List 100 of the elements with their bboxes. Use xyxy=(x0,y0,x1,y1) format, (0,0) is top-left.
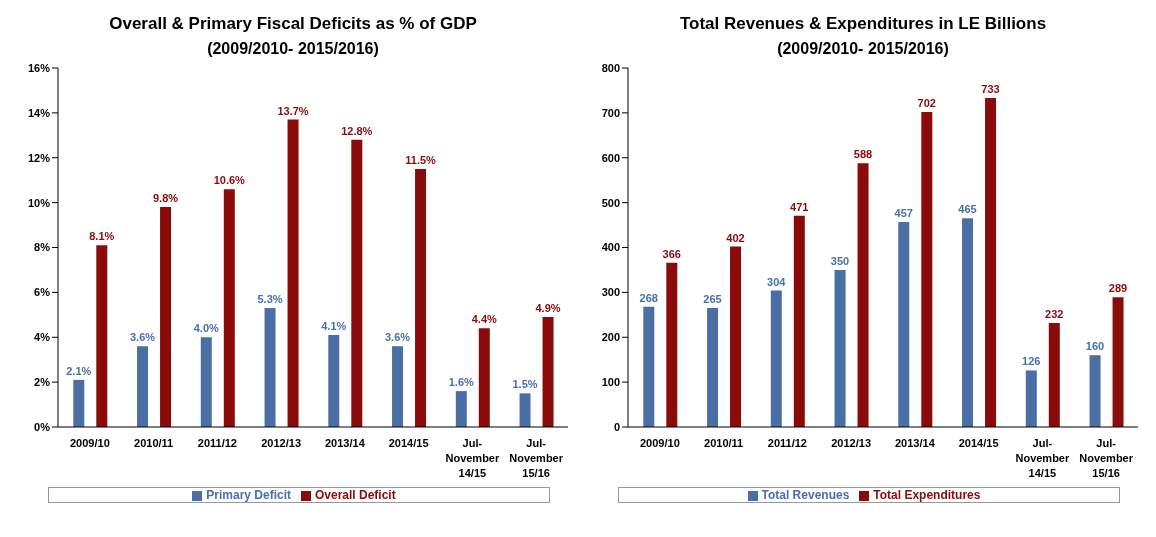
bar xyxy=(730,246,742,427)
bar xyxy=(921,111,933,427)
bar xyxy=(455,391,467,427)
y-tick-label: 600 xyxy=(601,151,620,164)
bar xyxy=(160,207,172,427)
y-tick-label: 400 xyxy=(601,241,620,254)
x-tick-label: 2013/14 xyxy=(894,437,936,449)
x-tick-label: 2011/12 xyxy=(767,437,807,449)
bar xyxy=(223,189,235,427)
data-label: 4.0% xyxy=(193,322,220,335)
x-tick-label: Jul- November 14/15 xyxy=(445,437,500,479)
y-tick-label: 700 xyxy=(601,106,620,119)
data-label: 12.8% xyxy=(341,124,373,137)
bar xyxy=(898,221,910,427)
y-tick-label: 8% xyxy=(34,241,51,254)
data-label: 2.1% xyxy=(66,364,92,377)
data-label: 4.4% xyxy=(471,313,498,326)
legend-label: Total Revenues xyxy=(761,488,850,502)
bar xyxy=(666,262,678,427)
chart-title: Overall & Primary Fiscal Deficits as % of GDP xyxy=(108,14,478,34)
x-tick-label: 2009/10 xyxy=(639,437,680,449)
x-tick-label: 2012/13 xyxy=(261,437,302,449)
y-tick-label: 12% xyxy=(27,151,51,164)
x-tick-label: 2014/15 xyxy=(958,437,999,449)
y-tick-label: 14% xyxy=(27,106,51,119)
bar xyxy=(137,346,149,427)
bar xyxy=(1048,322,1060,427)
data-label: 471 xyxy=(790,200,809,213)
bar xyxy=(1025,370,1037,427)
bar xyxy=(200,337,212,427)
data-label: 3.6% xyxy=(385,331,411,344)
y-tick-label: 2% xyxy=(34,376,51,389)
bar xyxy=(287,119,299,427)
y-tick-label: 800 xyxy=(601,61,620,74)
x-tick-label: 2011/12 xyxy=(197,437,237,449)
data-label: 366 xyxy=(662,247,681,260)
bar xyxy=(478,328,490,427)
data-label: 465 xyxy=(958,203,977,216)
bar xyxy=(962,218,974,427)
bar xyxy=(834,269,846,427)
bar xyxy=(857,163,869,427)
chart-subtitle: (2009/2010- 2015/2016) xyxy=(776,40,950,58)
data-label: 126 xyxy=(1022,355,1041,368)
data-label: 457 xyxy=(894,206,913,219)
bar xyxy=(328,335,340,427)
bar xyxy=(392,346,404,427)
y-tick-label: 0 xyxy=(613,420,620,433)
data-label: 10.6% xyxy=(213,174,246,187)
bar xyxy=(793,215,805,427)
data-label: 5.3% xyxy=(257,293,283,306)
x-tick-label: 2010/11 xyxy=(704,437,744,449)
x-tick-label: Jul- November 14/15 xyxy=(1015,437,1070,479)
legend-label: Total Expenditures xyxy=(873,488,981,502)
bar xyxy=(643,306,655,427)
bar xyxy=(770,290,782,427)
bar xyxy=(519,393,531,427)
data-label: 733 xyxy=(981,83,1000,96)
data-label: 9.8% xyxy=(153,192,179,205)
data-label: 3.6% xyxy=(130,331,156,344)
bar xyxy=(96,245,108,427)
y-tick-label: 100 xyxy=(601,376,620,389)
x-tick-label: 2012/13 xyxy=(831,437,872,449)
x-tick-label: 2013/14 xyxy=(324,437,366,449)
data-label: 268 xyxy=(639,291,658,304)
data-label: 160 xyxy=(1085,340,1105,353)
y-tick-label: 300 xyxy=(601,286,620,299)
legend-label: Primary Deficit xyxy=(206,488,291,502)
data-label: 588 xyxy=(853,148,873,161)
data-label: 4.1% xyxy=(321,320,347,333)
x-tick-label: 2009/10 xyxy=(69,437,110,449)
data-label: 1.5% xyxy=(512,378,538,391)
chart-title: Total Revenues & Expenditures in LE Billions xyxy=(678,14,1048,34)
data-label: 8.1% xyxy=(89,230,115,243)
data-label: 289 xyxy=(1108,282,1128,295)
chart-subtitle: (2009/2010- 2015/2016) xyxy=(206,40,380,58)
data-label: 304 xyxy=(767,275,787,288)
y-tick-label: 0% xyxy=(34,420,51,433)
bar xyxy=(1089,355,1101,427)
data-label: 402 xyxy=(726,231,745,244)
y-tick-label: 6% xyxy=(34,286,51,299)
bar xyxy=(351,139,363,427)
y-tick-label: 16% xyxy=(27,61,51,74)
y-tick-label: 10% xyxy=(27,196,51,209)
x-tick-label: Jul- November 15/16 xyxy=(509,437,564,479)
data-label: 13.7% xyxy=(277,104,309,117)
data-label: 265 xyxy=(703,293,722,306)
bar xyxy=(985,98,997,427)
y-tick-label: 4% xyxy=(34,331,51,344)
data-label: 702 xyxy=(917,96,936,109)
x-tick-label: 2010/11 xyxy=(134,437,174,449)
y-tick-label: 200 xyxy=(601,331,620,344)
data-label: 350 xyxy=(830,254,850,267)
bar xyxy=(415,168,427,427)
bar xyxy=(73,379,85,427)
data-label: 11.5% xyxy=(405,153,437,166)
bar xyxy=(264,308,276,427)
data-label: 1.6% xyxy=(448,376,475,389)
x-tick-label: 2014/15 xyxy=(388,437,429,449)
y-tick-label: 500 xyxy=(601,196,620,209)
bar xyxy=(542,317,554,427)
